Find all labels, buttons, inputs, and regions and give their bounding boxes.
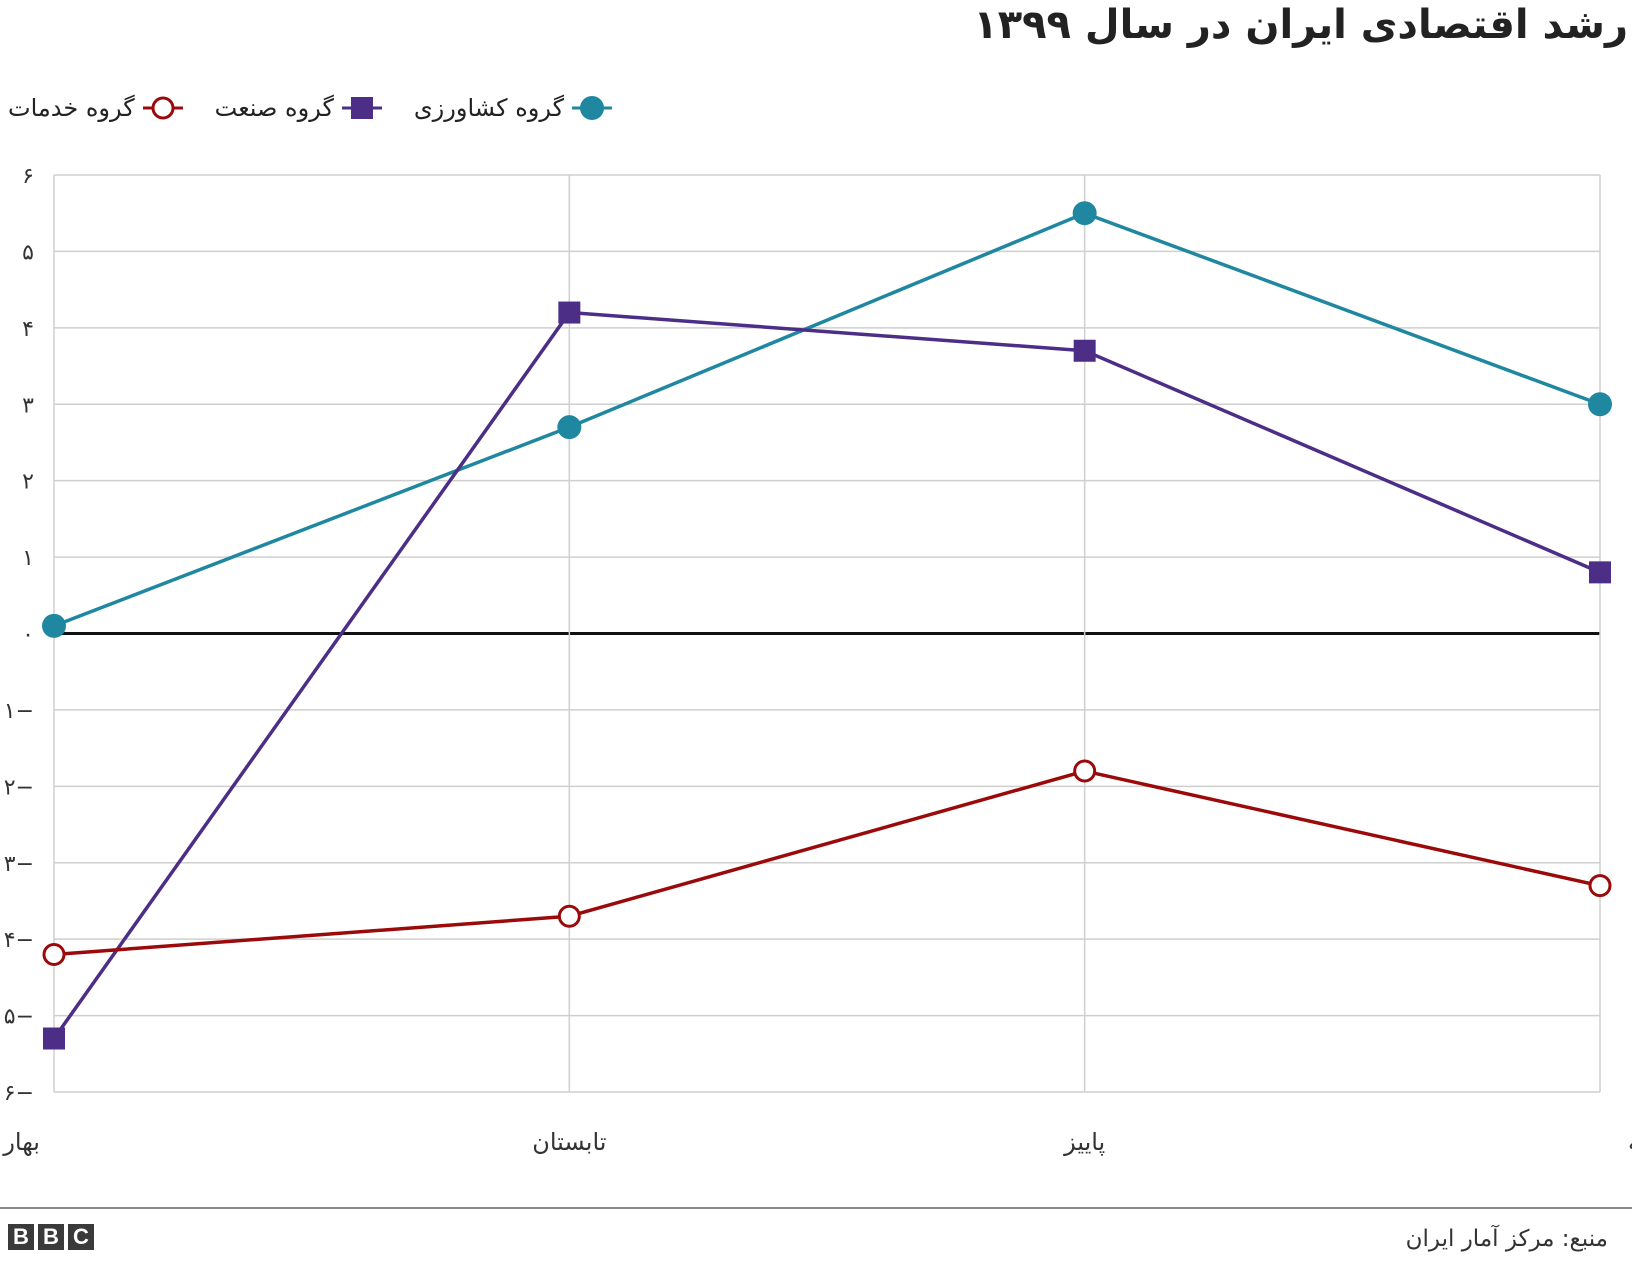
legend-item: گروه کشاورزی xyxy=(414,93,614,123)
y-tick-label: ۲− xyxy=(4,775,34,800)
y-tick-label: ۳ xyxy=(22,393,34,418)
series-group xyxy=(42,201,1612,1050)
footer-divider xyxy=(0,1207,1632,1209)
legend-label: گروه صنعت xyxy=(214,94,334,122)
bbc-logo-letter: C xyxy=(68,1224,94,1250)
data-point xyxy=(1073,339,1096,362)
data-point xyxy=(557,904,581,928)
legend-label: گروه خدمات xyxy=(8,94,135,122)
y-tick-label: ۰ xyxy=(22,623,34,648)
data-point xyxy=(558,301,581,324)
data-point xyxy=(557,415,582,440)
data-point xyxy=(42,613,66,638)
data-point xyxy=(1072,201,1097,226)
x-tick-label: بهار xyxy=(2,1128,40,1156)
data-point xyxy=(1588,392,1612,417)
x-tick-label: ۹ ماهه xyxy=(1628,1128,1632,1156)
y-tick-label: ۱ xyxy=(22,546,34,571)
data-point xyxy=(43,1027,65,1050)
data-point xyxy=(1589,561,1611,584)
bbc-logo-letter: B xyxy=(8,1224,34,1250)
series-line xyxy=(52,310,1601,1040)
y-tick-label: ۴ xyxy=(22,317,34,342)
series-line xyxy=(53,211,1601,628)
source-note: منبع: مرکز آمار ایران xyxy=(1405,1226,1608,1252)
grid xyxy=(53,174,1601,1093)
legend-item: گروه خدمات xyxy=(8,93,185,123)
legend-label: گروه کشاورزی xyxy=(413,94,565,122)
y-tick-label: ۱− xyxy=(4,699,34,724)
y-tick-label: ۶− xyxy=(4,1081,34,1106)
y-tick-label: ۳− xyxy=(4,852,34,877)
x-axis: بهار تابستان پاییز ۹ ماهه xyxy=(2,1128,1632,1156)
chart-title: رشد اقتصادی ایران در سال ۱۳۹۹ xyxy=(973,2,1628,48)
y-tick-label: ۶ xyxy=(22,164,34,189)
data-point xyxy=(1073,759,1097,783)
line-chart: ۶ ۵ ۴ ۳ ۲ ۱ ۰ ۱− ۲− ۳− ۴− ۵− ۶− بهار تابستان پاییز ۹ ما… xyxy=(2,164,1632,1156)
series-line xyxy=(53,769,1601,957)
x-tick-label: تابستان xyxy=(532,1128,606,1156)
legend: گروه کشاورزی گروه صنعت گروه خدمات xyxy=(8,88,614,128)
y-tick-label: ۵ xyxy=(22,240,34,265)
bbc-logo-letter: B xyxy=(38,1224,64,1250)
y-axis: ۶ ۵ ۴ ۳ ۲ ۱ ۰ ۱− ۲− ۳− ۴− ۵− ۶− xyxy=(4,164,34,1106)
y-tick-label: ۵− xyxy=(4,1005,34,1030)
legend-swatch xyxy=(341,97,382,119)
y-tick-label: ۲ xyxy=(22,470,34,495)
legend-item: گروه صنعت xyxy=(215,93,384,123)
x-tick-label: پاییز xyxy=(1063,1128,1105,1156)
data-point xyxy=(42,942,66,966)
bbc-logo: B B C xyxy=(8,1224,94,1250)
data-point xyxy=(1588,874,1612,898)
legend-swatch xyxy=(572,96,613,120)
legend-swatch xyxy=(142,96,183,120)
y-tick-label: ۴− xyxy=(4,928,34,953)
